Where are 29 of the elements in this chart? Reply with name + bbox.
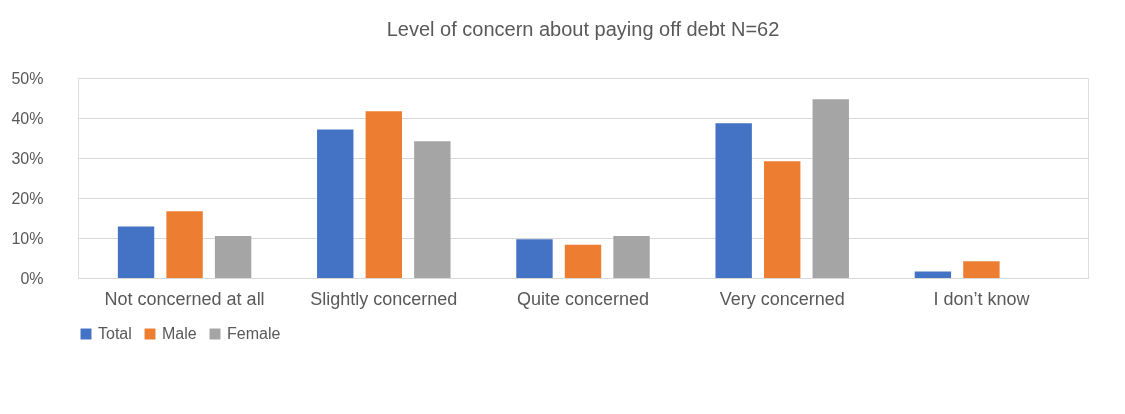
y-tick-label: 50% [11,69,44,87]
y-tick-label: 40% [11,109,44,127]
bar [317,129,354,278]
legend-label: Female [227,325,281,342]
x-tick-label: Quite concerned [516,288,650,309]
bar [613,236,650,278]
x-tick-label: Not concerned at all [104,288,265,309]
bar [166,211,203,278]
y-tick-label: 30% [11,149,44,167]
bar [764,161,801,278]
legend-label: Male [162,325,197,342]
bar [963,261,1000,278]
bar [117,226,155,278]
bar [715,123,752,278]
y-tick-label: 10% [11,229,44,247]
bar [516,239,553,278]
y-tick-label: 0% [20,269,44,287]
bar [214,236,252,278]
bar [365,111,402,278]
bar [414,141,451,278]
bar [812,99,849,278]
bar [914,271,952,278]
chart-title: Level of concern about paying off debt N=62 [386,18,780,40]
legend-label: Total [98,325,132,342]
y-tick-label: 20% [11,189,44,207]
bar [564,244,602,278]
x-tick-label: Slightly concerned [310,288,458,309]
x-tick-label: I don’t know [933,288,1031,309]
x-tick-label: Very concerned [719,288,845,309]
